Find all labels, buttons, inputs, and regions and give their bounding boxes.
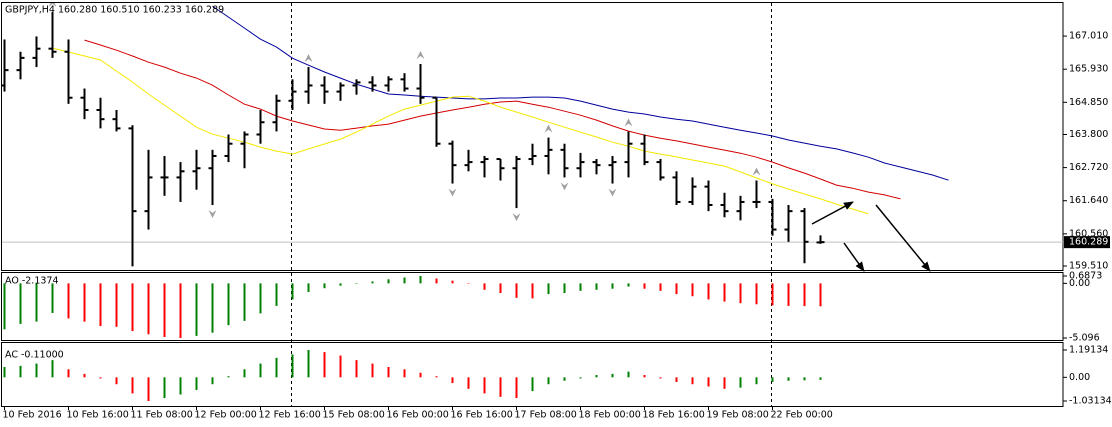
current-price-box bbox=[1064, 236, 1110, 249]
fractal-up bbox=[48, 3, 57, 7]
fractal-down bbox=[560, 182, 569, 191]
fractal-down bbox=[208, 210, 217, 219]
y-tick-label: 160.560 bbox=[1069, 228, 1108, 239]
annotation-arrow bbox=[875, 204, 931, 272]
main-plot bbox=[2, 3, 1063, 267]
y-tick-label: 159.510 bbox=[1069, 261, 1108, 272]
ac-panel-frame bbox=[1, 342, 1064, 407]
fractal-up bbox=[752, 167, 761, 176]
moving-average-line bbox=[212, 5, 949, 181]
x-tick-label: 10 Feb 16:00 bbox=[67, 410, 129, 421]
y-tick-label: -1.03134 bbox=[1069, 396, 1112, 407]
x-tick-label: 11 Feb 08:00 bbox=[131, 410, 193, 421]
y-tick-label: 165.930 bbox=[1069, 64, 1108, 75]
chart-title: GBPJPY,H4 160.280 160.510 160.233 160.28… bbox=[5, 5, 224, 16]
x-tick-label: 10 Feb 2016 bbox=[3, 410, 62, 421]
y-tick-label: 167.010 bbox=[1069, 31, 1108, 42]
main-panel-frame bbox=[1, 2, 1064, 271]
fractal-up bbox=[624, 118, 633, 127]
x-tick-label: 16 Feb 00:00 bbox=[387, 410, 449, 421]
y-tick-label: 163.800 bbox=[1069, 129, 1108, 140]
x-tick-label: 16 Feb 16:00 bbox=[451, 410, 513, 421]
moving-average-line bbox=[84, 39, 901, 200]
y-tick-label: 1.19134 bbox=[1069, 345, 1108, 356]
fractal-up bbox=[304, 54, 313, 63]
y-tick-label: 0.6873 bbox=[1069, 271, 1102, 282]
fractal-up bbox=[416, 51, 425, 60]
hand-drawn-arrows bbox=[811, 201, 931, 272]
y-tick-label: -5.096 bbox=[1069, 333, 1100, 344]
indicator-plots bbox=[3, 276, 822, 401]
x-tick-label: 15 Feb 08:00 bbox=[323, 410, 385, 421]
x-tick-label: 18 Feb 16:00 bbox=[643, 410, 705, 421]
y-tick-label: 164.850 bbox=[1069, 97, 1108, 108]
current-price-label: 160.289 bbox=[1069, 237, 1108, 248]
x-tick-label: 17 Feb 08:00 bbox=[515, 410, 577, 421]
fractal-down bbox=[448, 188, 457, 197]
y-tick-label: 0.00 bbox=[1069, 278, 1090, 289]
fractal-down bbox=[512, 213, 521, 222]
fractal-down bbox=[608, 188, 617, 197]
y-tick-label: 0.00 bbox=[1069, 372, 1090, 383]
indicator-title: AC -0.11000 bbox=[5, 350, 64, 361]
fractal-up bbox=[544, 124, 553, 133]
ao-panel-frame bbox=[1, 272, 1064, 341]
annotation-arrow bbox=[843, 242, 865, 272]
moving-average-line bbox=[52, 47, 869, 215]
axes: GBPJPY,H4 160.280 160.510 160.233 160.28… bbox=[3, 5, 1112, 421]
x-tick-label: 12 Feb 16:00 bbox=[259, 410, 321, 421]
indicator-title: AO -2.1374 bbox=[5, 276, 59, 287]
y-tick-label: 161.640 bbox=[1069, 195, 1108, 206]
annotation-arrow bbox=[811, 201, 854, 225]
y-tick-label: 162.720 bbox=[1069, 162, 1108, 173]
x-tick-label: 19 Feb 08:00 bbox=[707, 410, 769, 421]
x-tick-label: 12 Feb 00:00 bbox=[195, 410, 257, 421]
x-tick-label: 22 Feb 00:00 bbox=[771, 410, 833, 421]
x-tick-label: 18 Feb 00:00 bbox=[579, 410, 641, 421]
